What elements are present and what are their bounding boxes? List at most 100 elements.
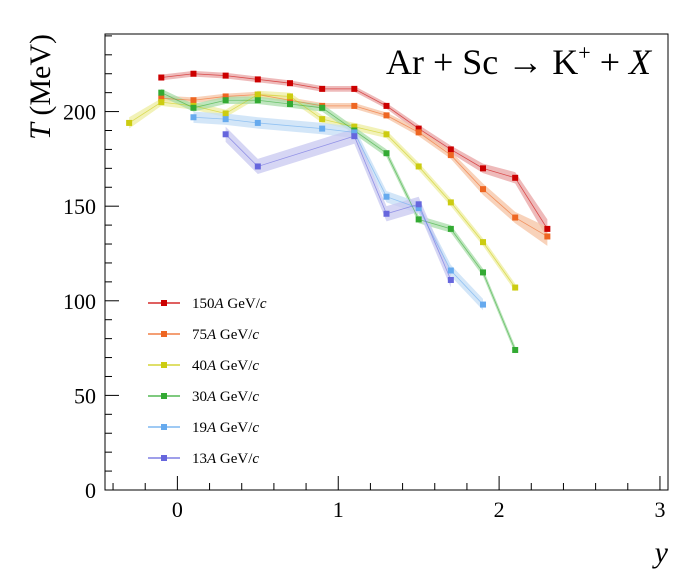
data-point-s13	[383, 210, 390, 217]
data-point-s150	[158, 74, 165, 81]
legend-label-s13: 13A GeV/c	[192, 451, 259, 467]
data-point-s30	[383, 150, 390, 157]
legend-marker-s75	[161, 331, 167, 337]
x-tick-label: 1	[333, 497, 344, 522]
data-point-s40	[319, 116, 326, 123]
data-point-s75	[447, 152, 454, 159]
data-point-s150	[254, 76, 261, 83]
y-tick-label: 50	[74, 383, 96, 408]
error-bands	[129, 70, 548, 354]
data-point-s75	[351, 102, 358, 109]
data-point-s150	[190, 70, 197, 77]
data-point-s150	[222, 72, 229, 79]
x-axis-title: y	[652, 536, 669, 569]
line-s30	[161, 92, 516, 351]
data-point-s30	[222, 97, 229, 104]
data-point-s40	[415, 163, 422, 170]
legend-marker-s19	[161, 424, 167, 430]
title-lhs: Ar + Sc → K	[386, 42, 578, 82]
data-point-s19	[351, 129, 358, 136]
data-point-s40	[480, 239, 487, 246]
error-band-s13	[225, 126, 451, 288]
x-tick-label: 2	[494, 497, 505, 522]
plot-frame	[104, 33, 669, 491]
data-point-s30	[286, 101, 293, 108]
data-point-s150	[286, 80, 293, 87]
data-point-s40	[447, 199, 454, 206]
data-point-s40	[222, 110, 229, 117]
data-point-s40	[254, 91, 261, 98]
data-point-s150	[351, 85, 358, 92]
data-point-s19	[319, 125, 326, 132]
error-band-s40	[129, 90, 516, 292]
data-point-s75	[190, 97, 197, 104]
legend-marker-s40	[161, 362, 167, 368]
data-point-s19	[222, 116, 229, 123]
data-point-s150	[383, 102, 390, 109]
data-point-s30	[512, 346, 519, 353]
legend-marker-s150	[161, 300, 167, 306]
data-point-s75	[383, 112, 390, 119]
y-axis-title-italic: T	[24, 121, 57, 140]
legend-label-s75: 75A GeV/c	[192, 327, 259, 343]
data-point-s13	[222, 131, 229, 138]
data-point-s13	[254, 163, 261, 170]
y-tick-label: 0	[85, 478, 96, 503]
data-point-s19	[415, 205, 422, 212]
y-tick-label: 200	[63, 100, 96, 125]
data-point-s75	[286, 97, 293, 104]
legend-marker-s13	[161, 455, 167, 461]
data-point-s19	[383, 193, 390, 200]
data-point-s75	[512, 214, 519, 221]
data-point-s13	[351, 133, 358, 140]
legend-label-s40: 40A GeV/c	[192, 358, 259, 374]
x-axis: 0 1 2 3	[112, 476, 665, 522]
data-point-s40	[512, 284, 519, 291]
y-axis-title: T (MeV)	[24, 34, 57, 140]
data-point-s13	[415, 201, 422, 208]
data-point-s150	[447, 146, 454, 153]
x-tick-label: 0	[172, 497, 183, 522]
y-tick-label: 150	[63, 194, 96, 219]
data-point-s150	[415, 125, 422, 132]
data-point-s30	[319, 104, 326, 111]
data-point-s40	[126, 119, 133, 126]
data-point-s150	[544, 225, 551, 232]
x-tick-label: 3	[654, 497, 665, 522]
legend-marker-s30	[161, 393, 167, 399]
legend: 150A GeV/c 75A GeV/c 40A GeV/c 30A GeV/c 19A…	[148, 296, 267, 467]
title-rhs-pre: +	[591, 42, 629, 82]
data-point-s30	[190, 104, 197, 111]
legend-label-s30: 30A GeV/c	[192, 389, 259, 405]
data-point-s75	[544, 233, 551, 240]
line-s13	[225, 133, 452, 281]
legend-label-s19: 19A GeV/c	[192, 420, 259, 436]
plot-title: Ar + Sc → K+ + X	[386, 40, 653, 82]
data-point-s40	[286, 93, 293, 100]
data-markers	[126, 70, 551, 353]
data-point-s75	[222, 93, 229, 100]
data-point-s19	[254, 119, 261, 126]
data-point-s19	[190, 114, 197, 121]
data-point-s30	[480, 269, 487, 276]
data-point-s40	[383, 131, 390, 138]
data-point-s75	[480, 186, 487, 193]
data-point-s30	[254, 97, 261, 104]
data-point-s30	[415, 216, 422, 223]
legend-label-s150: 150A GeV/c	[192, 296, 267, 312]
data-point-s150	[319, 85, 326, 92]
data-point-s40	[158, 99, 165, 106]
y-axis-title-rest: (MeV)	[24, 34, 57, 123]
data-point-s75	[415, 129, 422, 136]
data-point-s13	[447, 276, 454, 283]
data-point-s40	[351, 123, 358, 130]
data-point-s75	[158, 95, 165, 102]
y-tick-label: 100	[63, 289, 96, 314]
data-point-s19	[447, 267, 454, 274]
data-point-s30	[447, 225, 454, 232]
y-axis: 0 50 100 150 200	[63, 35, 119, 503]
data-point-s19	[480, 301, 487, 308]
title-superscript: +	[578, 40, 590, 65]
data-point-s150	[480, 165, 487, 172]
